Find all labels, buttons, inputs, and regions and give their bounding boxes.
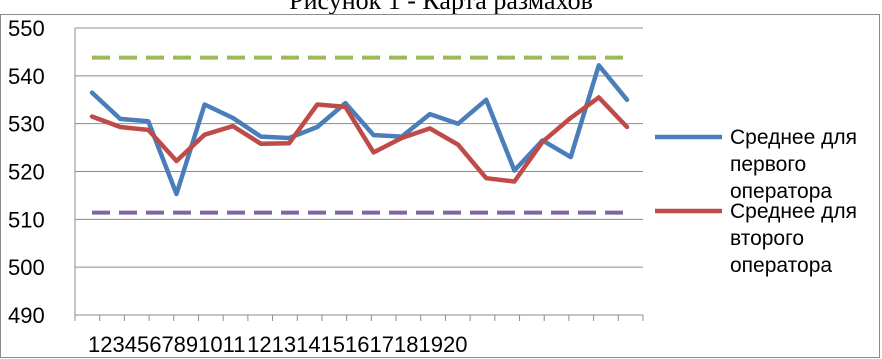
- x-tick-label: 11: [223, 332, 246, 357]
- y-tick-label: 520: [8, 160, 45, 185]
- x-tick-label: 13: [272, 332, 296, 357]
- chart-frame: [0, 14, 880, 358]
- y-tick-label: 540: [8, 64, 45, 89]
- x-tick-label: 7: [161, 332, 173, 357]
- y-axis-ticks: 490 500 510 520 530 540 550: [8, 16, 45, 328]
- x-axis-ticks: 1 2 3 4 5 6 7 8 9 10 11 12 13 14 15 16 17 18 19 20: [74, 315, 644, 357]
- x-tick-label: 17: [370, 332, 394, 357]
- x-tick-label: 8: [174, 332, 186, 357]
- gridlines: [74, 27, 643, 316]
- legend-label-1: Среднее для первого оператора: [730, 126, 857, 203]
- y-tick-label: 510: [8, 207, 45, 232]
- x-tick-label: 15: [321, 332, 345, 357]
- x-tick-label: 18: [394, 332, 418, 357]
- x-tick-label: 9: [186, 332, 198, 357]
- x-tick-label: 1: [88, 332, 100, 357]
- x-tick-label: 4: [125, 332, 137, 357]
- series-lines: [89, 63, 630, 197]
- x-tick-label: 2: [100, 332, 112, 357]
- y-tick-label: 490: [8, 303, 45, 328]
- x-tick-label: 3: [112, 332, 124, 357]
- x-tick-label: 12: [247, 332, 271, 357]
- x-tick-label: 16: [345, 332, 369, 357]
- x-tick-label: 6: [149, 332, 161, 357]
- reference-lines: [92, 55, 627, 215]
- y-tick-label: 550: [8, 16, 45, 41]
- chart-title: Рисунок 1 - Карта размахов: [289, 0, 593, 15]
- series-line-2: [89, 95, 630, 184]
- y-tick-label: 500: [8, 255, 45, 280]
- legend-label-2: Среднее для второго оператора: [730, 200, 857, 277]
- x-tick-label: 14: [296, 332, 320, 357]
- y-tick-label: 530: [8, 112, 45, 137]
- x-tick-label: 10: [198, 332, 222, 357]
- x-tick-label: 19: [418, 332, 442, 357]
- x-tick-label: 5: [137, 332, 149, 357]
- x-tick-label: 20: [443, 332, 467, 357]
